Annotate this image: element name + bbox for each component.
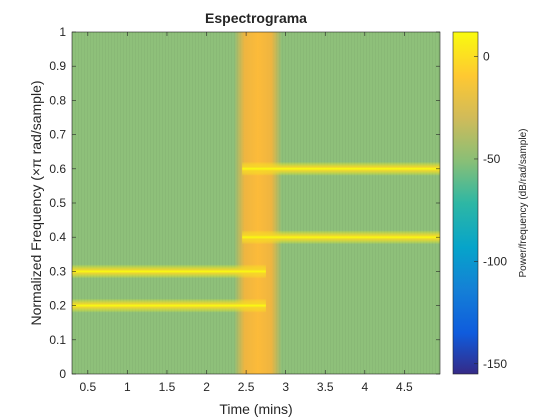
- x-tick-label: 1.5: [159, 380, 176, 394]
- x-tick-label: 2.5: [238, 380, 255, 394]
- colorbar-label: Power/frequency (dB/rad/sample): [518, 129, 529, 278]
- colorbar-tick-label: -100: [483, 254, 507, 268]
- y-tick-label: 0: [59, 367, 66, 381]
- colorbar: 0 -50 -100 -150 Power/frequency (dB/rad/sam…: [453, 32, 529, 374]
- colorbar-tick-label: 0: [483, 50, 490, 64]
- colorbar-gradient: [453, 32, 478, 374]
- y-tick-label: 0.9: [49, 59, 66, 73]
- x-tick-label: 2: [203, 380, 210, 394]
- x-tick-label: 4: [361, 380, 368, 394]
- x-axis-label: Time (mins): [219, 401, 292, 417]
- y-tick-label: 0.7: [49, 128, 66, 142]
- x-tick-label: 3.5: [317, 380, 334, 394]
- colorbar-tick-label: -50: [483, 152, 501, 166]
- y-tick-label: 0.5: [49, 196, 66, 210]
- y-tick-label: 0.8: [49, 93, 66, 107]
- y-tick-label: 0.1: [49, 333, 66, 347]
- tone-line-1: [72, 299, 266, 313]
- x-tick-label: 3: [282, 380, 289, 394]
- transition-band: [234, 32, 282, 374]
- colorbar-tick-label: -150: [483, 357, 507, 371]
- y-tick-label: 1: [59, 25, 66, 39]
- chart-title: Espectrograma: [205, 10, 307, 26]
- y-tick-label: 0.3: [49, 264, 66, 278]
- y-axis-label: Normalized Frequency (×π rad/sample): [28, 80, 44, 325]
- tone-line-2: [72, 264, 266, 278]
- y-tick-label: 0.4: [49, 230, 66, 244]
- tone-line-4: [242, 162, 440, 176]
- tone-line-3: [242, 230, 440, 244]
- x-tick-label: 4.5: [396, 380, 413, 394]
- x-tick-label: 1: [124, 380, 131, 394]
- plot-area: [72, 32, 440, 374]
- y-tick-label: 0.6: [49, 162, 66, 176]
- x-tick-label: 0.5: [79, 380, 96, 394]
- y-tick-label: 0.2: [49, 299, 66, 313]
